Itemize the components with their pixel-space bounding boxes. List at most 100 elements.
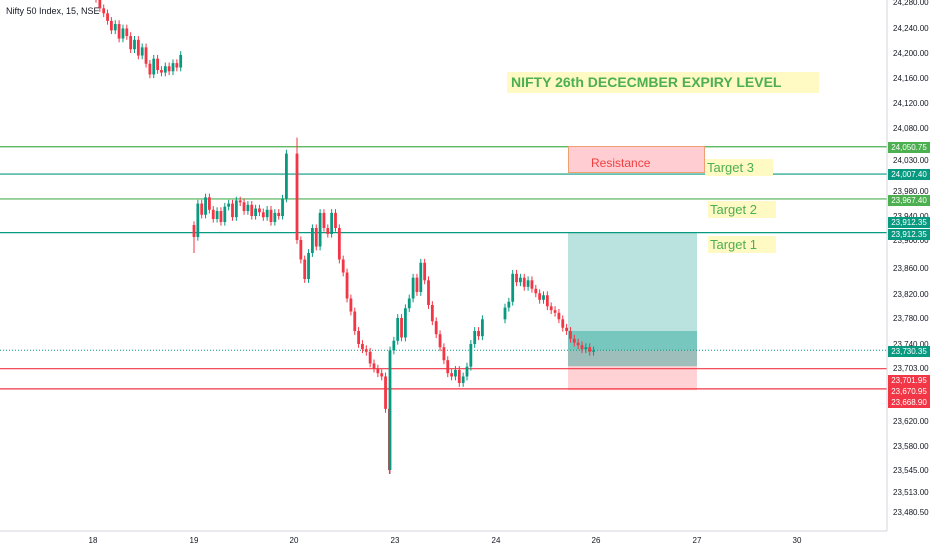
candle xyxy=(423,258,427,285)
candle-body xyxy=(534,288,538,294)
candle xyxy=(430,301,434,326)
candle-body xyxy=(285,153,288,199)
candle-body xyxy=(133,39,136,50)
candle-body xyxy=(307,253,310,279)
candle xyxy=(261,208,265,221)
price-tag: 23,668.90 xyxy=(888,397,930,408)
price-tag: 24,050.75 xyxy=(888,142,930,153)
candle-body xyxy=(588,347,592,352)
candle xyxy=(549,302,553,315)
candle-body xyxy=(277,212,281,216)
candle-body xyxy=(511,273,515,302)
candle-body xyxy=(481,319,484,337)
y-tick-label: 23,620.00 xyxy=(893,417,929,426)
candle-body xyxy=(368,351,372,364)
candle-body xyxy=(372,363,376,369)
candle-body xyxy=(303,259,307,279)
candle-body xyxy=(204,197,207,215)
candle xyxy=(557,308,561,324)
y-tick-label: 23,513.00 xyxy=(893,488,929,497)
candle xyxy=(522,273,526,291)
candle xyxy=(136,36,140,60)
candle xyxy=(580,341,584,354)
candle-body xyxy=(314,228,318,247)
candle xyxy=(477,327,480,341)
candle-body xyxy=(295,153,299,240)
candle xyxy=(303,255,307,283)
price-tag: 23,912.35 xyxy=(888,229,930,240)
candle xyxy=(254,204,257,220)
candle-body xyxy=(265,209,269,218)
candle-body xyxy=(434,321,438,335)
candle xyxy=(234,196,238,221)
candle xyxy=(314,224,318,251)
candle-body xyxy=(330,212,334,234)
candle-body xyxy=(519,277,522,283)
candle xyxy=(231,199,234,221)
candle xyxy=(140,43,144,60)
candle xyxy=(179,51,183,72)
candle xyxy=(454,366,457,381)
candle-body xyxy=(299,240,303,260)
candle-body xyxy=(469,343,473,367)
candle xyxy=(175,59,179,72)
candle-body xyxy=(349,298,353,312)
candle xyxy=(110,17,113,35)
symbol-legend: Nifty 50 Index, 15, NSE xyxy=(6,6,100,16)
candle-body xyxy=(231,203,234,218)
candle xyxy=(427,276,430,309)
candle xyxy=(353,307,357,335)
candle-body xyxy=(404,308,407,338)
candle-body xyxy=(454,369,457,377)
price-tag: 24,007.40 xyxy=(888,169,930,180)
candle xyxy=(295,149,299,244)
candle xyxy=(269,206,273,226)
candle-body xyxy=(113,24,117,31)
candle-body xyxy=(148,63,152,75)
candle xyxy=(592,346,595,356)
candle xyxy=(404,304,407,342)
candle-body xyxy=(380,373,384,377)
candle-body xyxy=(419,262,423,292)
loss-zone xyxy=(568,350,697,391)
candle xyxy=(400,314,403,342)
y-tick-label: 23,820.00 xyxy=(893,290,929,299)
chart-zones xyxy=(568,232,697,391)
candle xyxy=(242,198,246,215)
y-tick-label: 23,703.00 xyxy=(893,364,929,373)
candle-body xyxy=(261,212,265,218)
y-tick-label: 24,080.00 xyxy=(893,124,929,133)
candle-body xyxy=(125,28,129,37)
candle-body xyxy=(345,272,349,299)
candle xyxy=(415,273,419,296)
candle xyxy=(545,291,549,311)
time-axis: 18 19 20 23 24 26 27 30 xyxy=(89,536,802,545)
candle-body xyxy=(258,208,261,213)
y-tick-label: 24,030.00 xyxy=(893,156,929,165)
candle-body xyxy=(110,20,113,31)
candle-body xyxy=(208,197,211,210)
y-tick-label: 24,240.00 xyxy=(893,24,929,33)
candle-body xyxy=(565,327,568,331)
candle xyxy=(349,294,353,316)
candle xyxy=(526,276,530,291)
y-tick-label: 23,780.00 xyxy=(893,314,929,323)
resistance-box[interactable]: Resistance xyxy=(568,146,705,173)
candle-body xyxy=(136,39,140,56)
candle xyxy=(515,269,518,287)
candle-body xyxy=(522,277,526,287)
candle xyxy=(469,340,473,371)
price-tag: 23,967.40 xyxy=(888,195,930,206)
candle xyxy=(330,209,334,238)
candle-body xyxy=(465,366,469,377)
candle xyxy=(341,255,345,277)
candle xyxy=(106,9,109,25)
candle xyxy=(121,24,125,43)
candle xyxy=(530,276,534,293)
candle-body xyxy=(234,200,238,218)
candle-body xyxy=(250,204,254,216)
candle-body xyxy=(121,28,125,39)
x-tick-label: 27 xyxy=(693,536,702,545)
candle-body xyxy=(503,307,507,320)
